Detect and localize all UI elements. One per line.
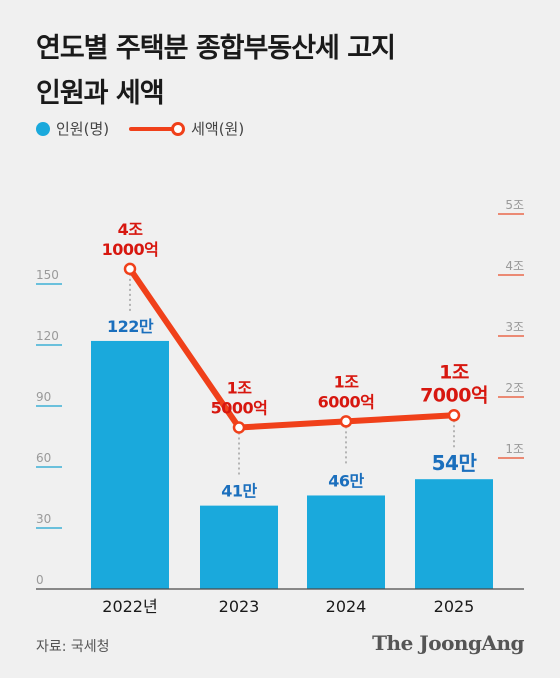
line-point <box>339 415 353 428</box>
x-axis-category-label: 2023 <box>219 597 260 616</box>
line-value-label: 1000억 <box>102 240 159 259</box>
right-axis-tick-label: 3조 <box>505 320 524 334</box>
x-axis-category-label: 2022년 <box>102 597 157 616</box>
line-value-label: 6000억 <box>318 392 375 411</box>
x-axis-category-label: 2024 <box>326 597 367 616</box>
bar <box>91 340 169 589</box>
left-axis-tick-label: 120 <box>36 329 59 343</box>
right-axis-tick-label: 1조 <box>505 442 524 456</box>
legend-item-line: 세액(원) <box>129 118 244 139</box>
title-line-1: 연도별 주택분 종합부동산세 고지 <box>36 33 396 64</box>
legend: 인원(명) 세액(원) <box>36 118 264 139</box>
left-axis-tick-label: 0 <box>36 573 44 587</box>
title-line-2: 인원과 세액 <box>36 78 165 109</box>
x-axis-category-label: 2025 <box>434 597 475 616</box>
bar-value-label: 122만 <box>107 317 154 336</box>
left-axis-tick-label: 150 <box>36 268 59 282</box>
left-axis-tick-label: 30 <box>36 512 51 526</box>
bar <box>200 505 278 589</box>
publisher-logo: The JoongAng <box>372 631 524 655</box>
tax-amount-line <box>127 265 457 431</box>
line-value-label: 1조 <box>439 361 469 383</box>
left-axis-tick-label: 60 <box>36 451 51 465</box>
legend-line-swatch <box>129 121 186 136</box>
line-value-label: 7000억 <box>420 384 488 406</box>
chart-title: 연도별 주택분 종합부동산세 고지 인원과 세액 <box>36 26 396 116</box>
source-note: 자료: 국세청 <box>36 639 110 655</box>
bar-value-label: 41만 <box>221 482 257 501</box>
right-axis-tick-label: 5조 <box>505 198 524 212</box>
left-axis-tick-label: 90 <box>36 390 51 404</box>
line-point <box>232 421 246 434</box>
line-value-label: 5000억 <box>211 399 268 418</box>
legend-bar-swatch <box>36 121 50 136</box>
line-point <box>447 409 461 422</box>
legend-bar-label: 인원(명) <box>56 120 110 138</box>
bar <box>415 479 493 589</box>
line-value-label: 1조 <box>334 372 360 391</box>
bar <box>307 495 385 589</box>
right-axis-tick-label: 2조 <box>505 381 524 395</box>
bar-value-label: 46만 <box>328 471 364 490</box>
legend-line-label: 세액(원) <box>191 120 245 138</box>
line-value-label: 4조 <box>118 220 144 239</box>
line-point <box>123 262 137 276</box>
bar-value-label: 54만 <box>432 451 478 475</box>
right-axis-tick-label: 4조 <box>505 259 524 273</box>
legend-item-bar: 인원(명) <box>36 118 109 139</box>
line-value-label: 1조 <box>227 379 253 398</box>
